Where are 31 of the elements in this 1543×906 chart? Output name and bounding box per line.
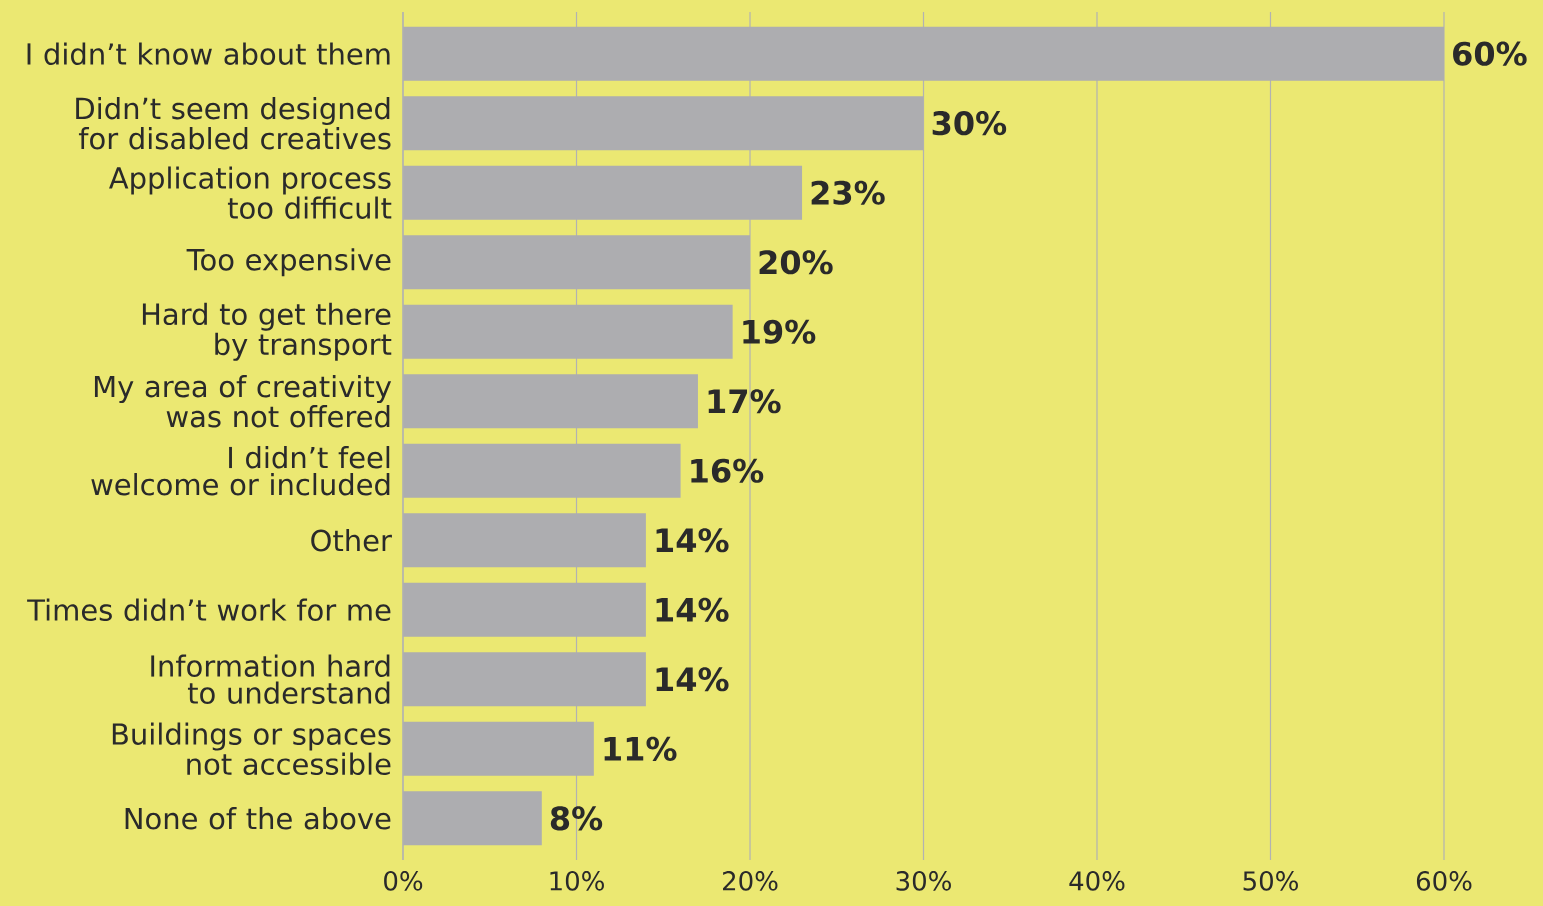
- x-tick-label: 50%: [1243, 871, 1298, 891]
- x-tick-label: 10%: [550, 871, 604, 891]
- data-label: 30%: [932, 111, 1007, 136]
- data-label: 14%: [656, 528, 729, 553]
- x-tick-label: 20%: [723, 871, 778, 891]
- data-label: 20%: [759, 250, 833, 275]
- y-tick-label: Buildings or spaces not accessible: [112, 722, 391, 776]
- y-tick-label: Application process too difficult: [109, 166, 392, 219]
- x-tick-label: 0%: [384, 871, 423, 891]
- data-label: 23%: [811, 180, 885, 205]
- x-tick-label: 60%: [1416, 871, 1472, 891]
- y-tick-label: Information hard to understand: [151, 654, 390, 704]
- x-tick-label: 40%: [1069, 871, 1125, 891]
- data-label: 14%: [656, 667, 729, 692]
- data-label: 8%: [550, 806, 603, 831]
- x-tick-label: 30%: [896, 871, 951, 891]
- y-tick-label: Too expensive: [186, 248, 391, 277]
- y-tick-label: I didn’t feel welcome or included: [91, 446, 390, 496]
- data-label: 17%: [708, 389, 781, 414]
- data-label: 19%: [743, 319, 816, 344]
- data-label: 14%: [656, 597, 729, 622]
- y-tick-label: I didn’t know about them: [27, 42, 390, 65]
- y-tick-label: Didn’t seem designed for disabled creatives: [76, 96, 391, 150]
- y-tick-label: Hard to get there by transport: [142, 302, 392, 361]
- data-label: 11%: [604, 736, 677, 761]
- y-tick-label: Other: [311, 529, 392, 552]
- y-tick-label: Times didn’t work for me: [27, 598, 391, 621]
- data-label: 60%: [1453, 41, 1527, 66]
- data-label: 16%: [691, 458, 764, 483]
- y-tick-label: My area of creativity was not offered: [94, 374, 392, 428]
- y-tick-label: None of the above: [125, 807, 391, 830]
